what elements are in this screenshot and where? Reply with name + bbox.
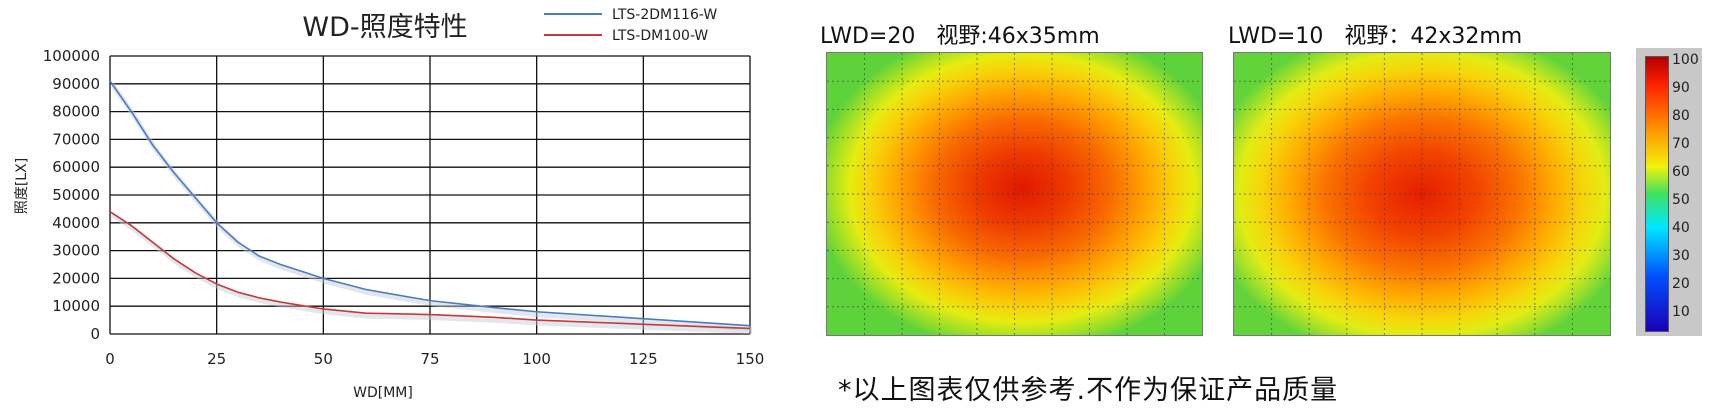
colorbar-label: 70 (1672, 136, 1690, 152)
legend-label-series-1: LTS-2DM116-W (612, 7, 717, 23)
heatmap-grid (827, 53, 1202, 335)
colorbar (1645, 56, 1669, 332)
colorbar-label: 40 (1672, 220, 1690, 236)
series-line-2 (109, 211, 751, 330)
heatmap-grid (1234, 53, 1610, 335)
y-tick-label: 50000 (52, 186, 100, 204)
x-tick-label: 100 (522, 350, 551, 368)
y-axis-label: 照度[LX] (14, 158, 30, 214)
x-tick-label: 50 (314, 350, 333, 368)
x-tick-label: 150 (736, 350, 765, 368)
y-tick-label: 70000 (52, 130, 100, 148)
x-tick-label: 75 (420, 350, 439, 368)
colorbar-label: 30 (1672, 248, 1690, 264)
colorbar-label: 50 (1672, 192, 1690, 208)
y-tick-label: 30000 (52, 242, 100, 260)
x-tick-label: 0 (105, 350, 115, 368)
y-tick-label: 0 (90, 325, 100, 343)
colorbar-label: 100 (1672, 52, 1699, 68)
y-tick-label: 80000 (52, 103, 100, 121)
series-shadow-2 (110, 212, 753, 334)
colorbar-label: 10 (1672, 304, 1690, 320)
x-axis-label: WD[MM] (353, 385, 413, 401)
illuminance-chart: WD-照度特性 LTS-2DM116-W LTS-DM100-W 0 10000 2… (14, 7, 764, 401)
colorbar-label: 60 (1672, 164, 1690, 180)
colorbar-label: 90 (1672, 80, 1690, 96)
x-tick-labels: 0 25 50 75 100 125 150 (105, 350, 764, 368)
y-tick-label: 20000 (52, 269, 100, 287)
y-tick-label: 90000 (52, 75, 100, 93)
y-tick-label: 40000 (52, 214, 100, 232)
heatmap-lwd10 (1233, 52, 1611, 336)
grid (109, 55, 751, 335)
legend-label-series-2: LTS-DM100-W (612, 28, 708, 44)
series-shadow-1 (109, 82, 753, 332)
colorbar-label: 20 (1672, 276, 1690, 292)
legend: LTS-2DM116-W LTS-DM100-W (544, 7, 717, 44)
disclaimer-note: *以上图表仅供参考.不作为保证产品质量 (838, 375, 1339, 406)
x-tick-label: 125 (629, 350, 658, 368)
heatmap-title-lwd20: LWD=20 视野:46x35mm (820, 24, 1100, 49)
chart-title: WD-照度特性 (302, 12, 467, 43)
y-tick-labels: 0 10000 20000 30000 40000 50000 60000 70000 8000… (43, 47, 100, 343)
colorbar-label: 80 (1672, 108, 1690, 124)
series-line-1 (109, 80, 751, 327)
y-tick-label: 100000 (43, 47, 100, 65)
heatmap-lwd20 (826, 52, 1203, 336)
series-lines (109, 80, 753, 334)
heatmap-title-lwd10: LWD=10 视野：42x32mm (1228, 24, 1523, 49)
y-tick-label: 60000 (52, 158, 100, 176)
y-tick-label: 10000 (52, 297, 100, 315)
x-tick-label: 25 (207, 350, 226, 368)
